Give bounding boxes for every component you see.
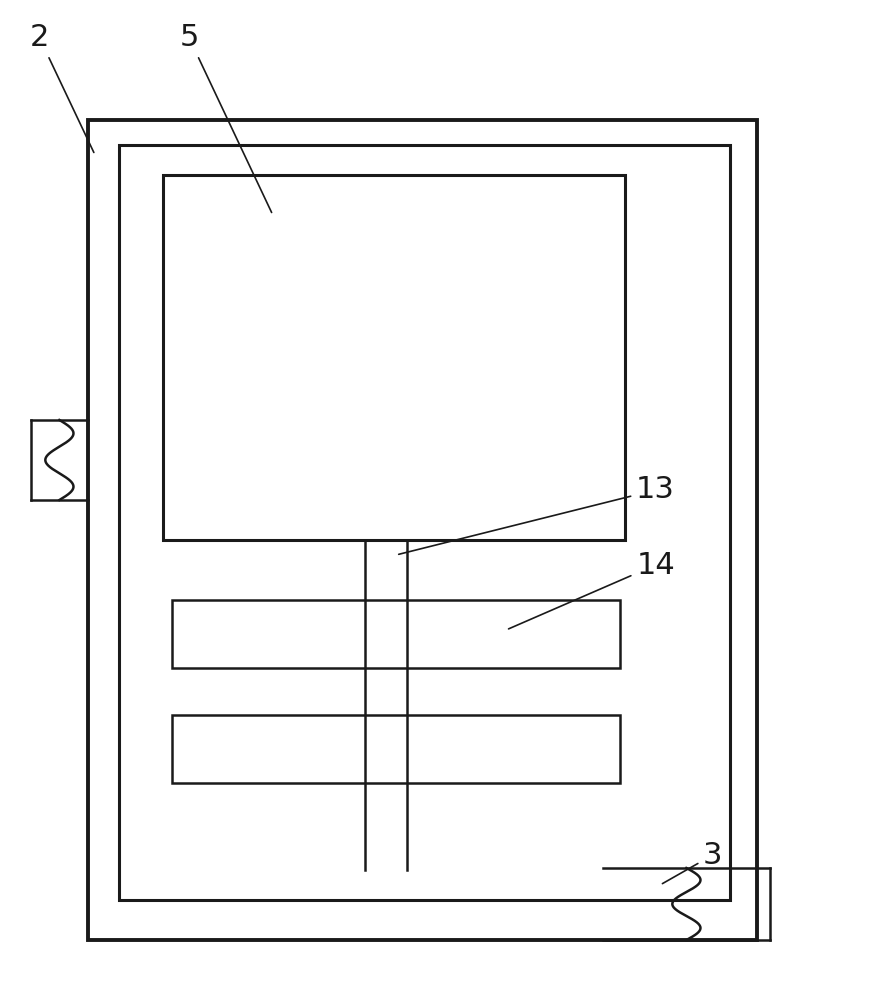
Bar: [172, 715, 620, 783]
Text: 13: 13: [399, 476, 675, 554]
Text: 3: 3: [663, 840, 722, 884]
Text: 2: 2: [30, 23, 94, 152]
Text: 14: 14: [509, 550, 675, 629]
Bar: [172, 600, 620, 668]
Bar: [88, 120, 757, 940]
Bar: [163, 175, 625, 540]
Text: 5: 5: [180, 23, 272, 212]
Bar: [119, 145, 730, 900]
